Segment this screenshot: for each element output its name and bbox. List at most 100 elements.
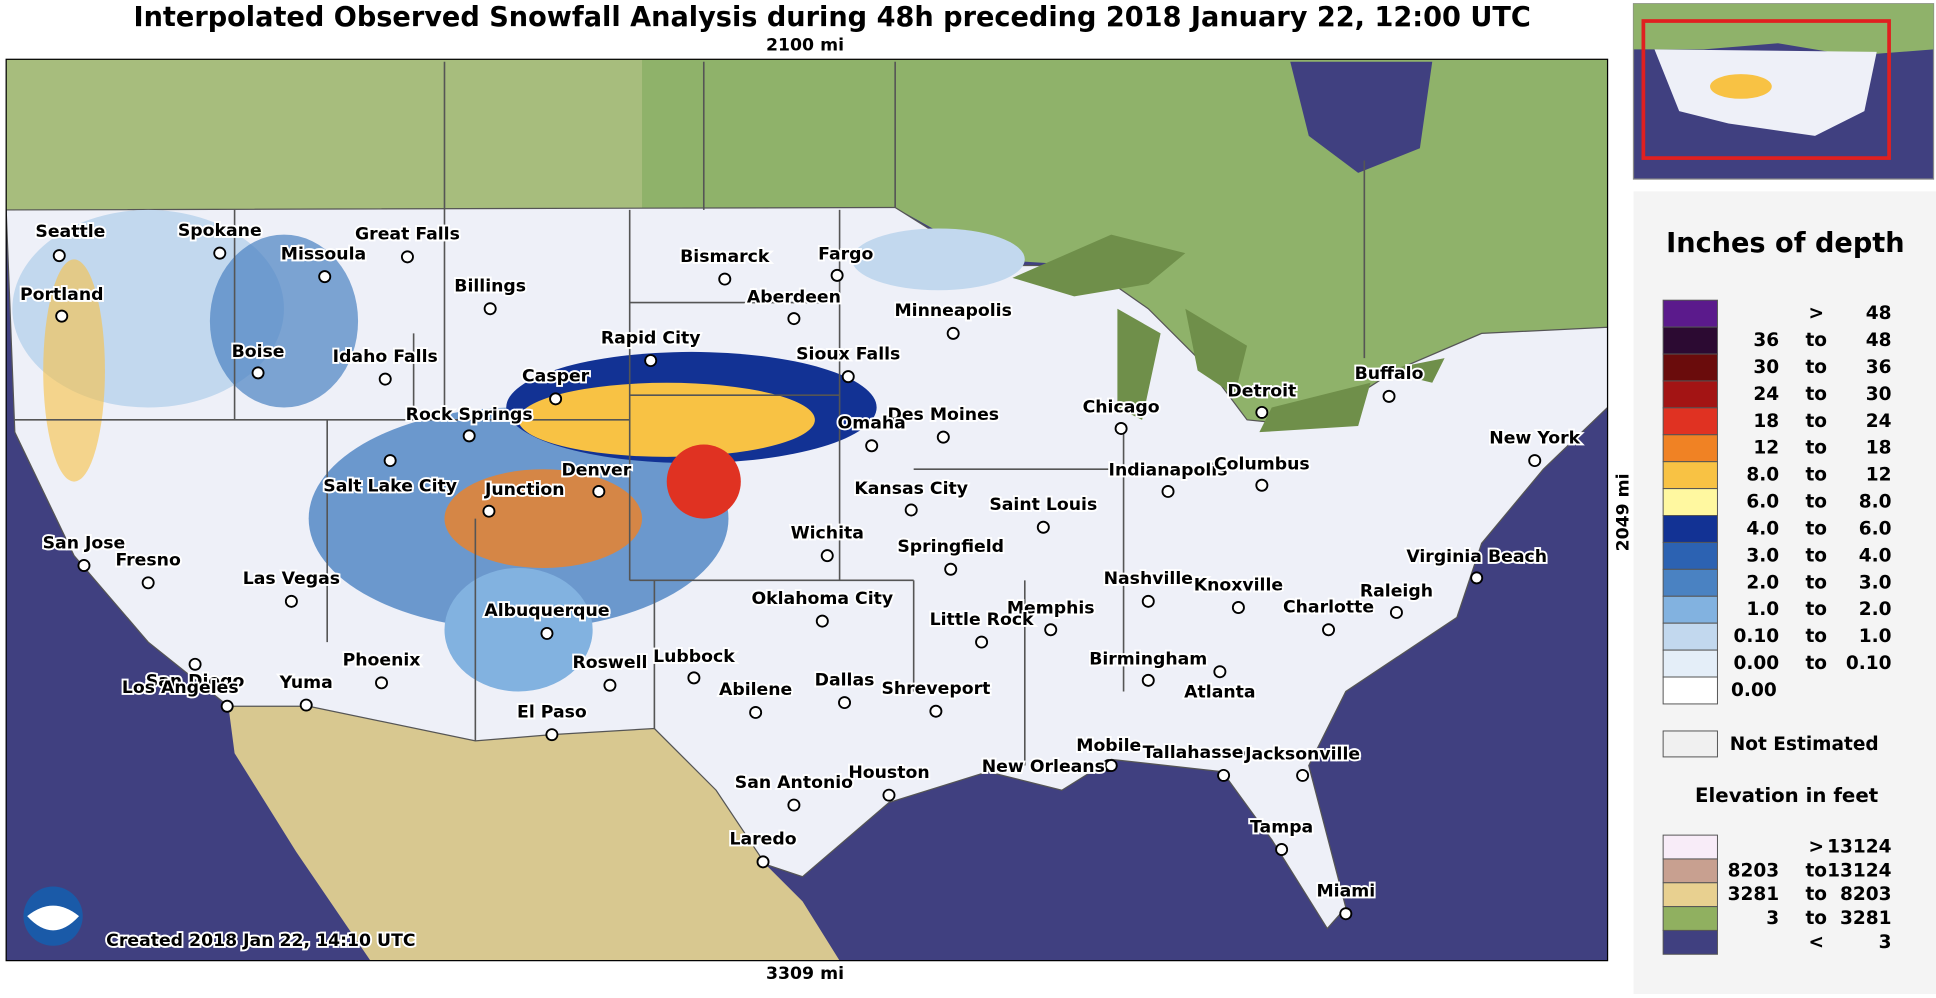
city-marker [883, 790, 894, 801]
legend-swatch [1663, 300, 1717, 327]
city-marker [1143, 675, 1154, 686]
legend-from: 1.0 [1746, 599, 1779, 620]
city-label: Salt Lake City [323, 477, 457, 497]
city-marker [546, 729, 557, 740]
city-marker [604, 680, 615, 691]
legend-swatch [1663, 859, 1717, 883]
city-label: Minneapolis [894, 301, 1011, 321]
legend-from: 2.0 [1746, 572, 1779, 593]
legend-from: 24 [1753, 384, 1779, 405]
city-marker [757, 856, 768, 867]
city-marker [301, 699, 312, 710]
legend-from: 8203 [1728, 860, 1780, 881]
legend-to: 48 [1866, 303, 1892, 324]
city-label: Yuma [279, 673, 333, 693]
city-marker [1383, 391, 1394, 402]
city-label: Little Rock [930, 610, 1034, 630]
city-marker [1038, 522, 1049, 533]
city-marker [1214, 666, 1225, 677]
city-marker [1233, 602, 1244, 613]
legend-sep: to [1805, 518, 1827, 539]
legend-to: 3281 [1840, 908, 1892, 929]
city-label: Portland [20, 285, 104, 305]
city-marker [1256, 407, 1267, 418]
scale-bottom: 3309 mi [766, 964, 844, 984]
legend-sep: to [1805, 411, 1827, 432]
city-label: Great Falls [355, 225, 460, 245]
city-marker [385, 455, 396, 466]
city-marker [750, 707, 761, 718]
city-marker [719, 274, 730, 285]
city-label: Kansas City [854, 479, 968, 499]
legend-title: Inches of depth [1666, 228, 1904, 259]
city-label: Denver [561, 460, 631, 480]
legend-to: 1.0 [1859, 626, 1892, 647]
legend-to: 30 [1866, 384, 1892, 405]
legend-to: 12 [1866, 465, 1892, 486]
legend-swatch [1663, 327, 1717, 354]
city-label: Tampa [1250, 817, 1313, 837]
city-label: Virginia Beach [1406, 547, 1547, 567]
legend-from: 3 [1766, 908, 1779, 929]
city-marker [1143, 596, 1154, 607]
legend-to: 3 [1879, 932, 1892, 953]
city-label: Los Angeles [122, 678, 239, 698]
city-marker [252, 367, 263, 378]
legend-swatch [1663, 516, 1717, 543]
city-label: Casper [522, 367, 590, 387]
city-marker [839, 697, 850, 708]
city-label: Detroit [1227, 381, 1296, 401]
legend-from: 36 [1753, 330, 1779, 351]
city-marker [822, 550, 833, 561]
city-marker [976, 637, 987, 648]
city-marker [1116, 423, 1127, 434]
legend-to: 2.0 [1859, 599, 1892, 620]
legend-from: 0.00 [1734, 653, 1780, 674]
legend-from: 6.0 [1746, 492, 1779, 513]
legend-swatch [1663, 408, 1717, 435]
city-marker [832, 270, 843, 281]
city-marker [319, 271, 330, 282]
city-label: Atlanta [1184, 683, 1255, 703]
city-label: Dallas [815, 670, 875, 690]
legend-swatch [1663, 907, 1717, 931]
city-label: Charlotte [1283, 598, 1374, 618]
city-label: Fresno [115, 551, 180, 571]
legend-from: 3281 [1728, 884, 1780, 905]
city-label: Columbus [1214, 454, 1310, 474]
city-label: Junction [484, 480, 565, 500]
legend-from: 0.00 [1731, 680, 1777, 701]
city-label: Roswell [572, 653, 647, 673]
legend-sep: to [1805, 572, 1827, 593]
city-marker [1218, 770, 1229, 781]
title: Interpolated Observed Snowfall Analysis … [133, 2, 1530, 33]
city-label: Indianapolis [1109, 460, 1228, 480]
city-marker [593, 486, 604, 497]
city-marker [78, 560, 89, 571]
legend-sep: to [1805, 438, 1827, 459]
city-label: Shreveport [881, 679, 990, 699]
city-marker [286, 596, 297, 607]
city-label: Billings [454, 276, 526, 296]
city-label: Albuquerque [484, 601, 609, 621]
legend-swatch [1663, 596, 1717, 623]
city-label: Las Vegas [243, 569, 340, 589]
city-label: Springfield [897, 537, 1004, 557]
legend-from: 4.0 [1746, 518, 1779, 539]
city-label: Seattle [35, 222, 105, 242]
city-marker [788, 800, 799, 811]
legend-swatch [1663, 435, 1717, 462]
city-marker [1256, 480, 1267, 491]
city-label: Bismarck [680, 247, 770, 267]
city-label: New Orleans [982, 757, 1105, 777]
legend-sep: to [1805, 908, 1827, 929]
legend-from: 30 [1753, 357, 1779, 378]
inset [1634, 4, 1934, 179]
legend-swatch [1663, 569, 1717, 596]
legend-sep: > [1808, 837, 1824, 858]
city-marker [688, 672, 699, 683]
credit: Created 2018 Jan 22, 14:10 UTC [106, 931, 415, 951]
legend-sep: to [1805, 545, 1827, 566]
